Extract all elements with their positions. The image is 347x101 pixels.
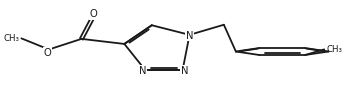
Text: CH₃: CH₃	[327, 45, 343, 54]
Text: O: O	[90, 9, 98, 19]
Text: N: N	[181, 66, 188, 76]
Text: O: O	[43, 47, 51, 57]
Text: N: N	[186, 31, 193, 41]
Text: N: N	[139, 66, 147, 76]
Text: CH₃: CH₃	[4, 34, 20, 43]
